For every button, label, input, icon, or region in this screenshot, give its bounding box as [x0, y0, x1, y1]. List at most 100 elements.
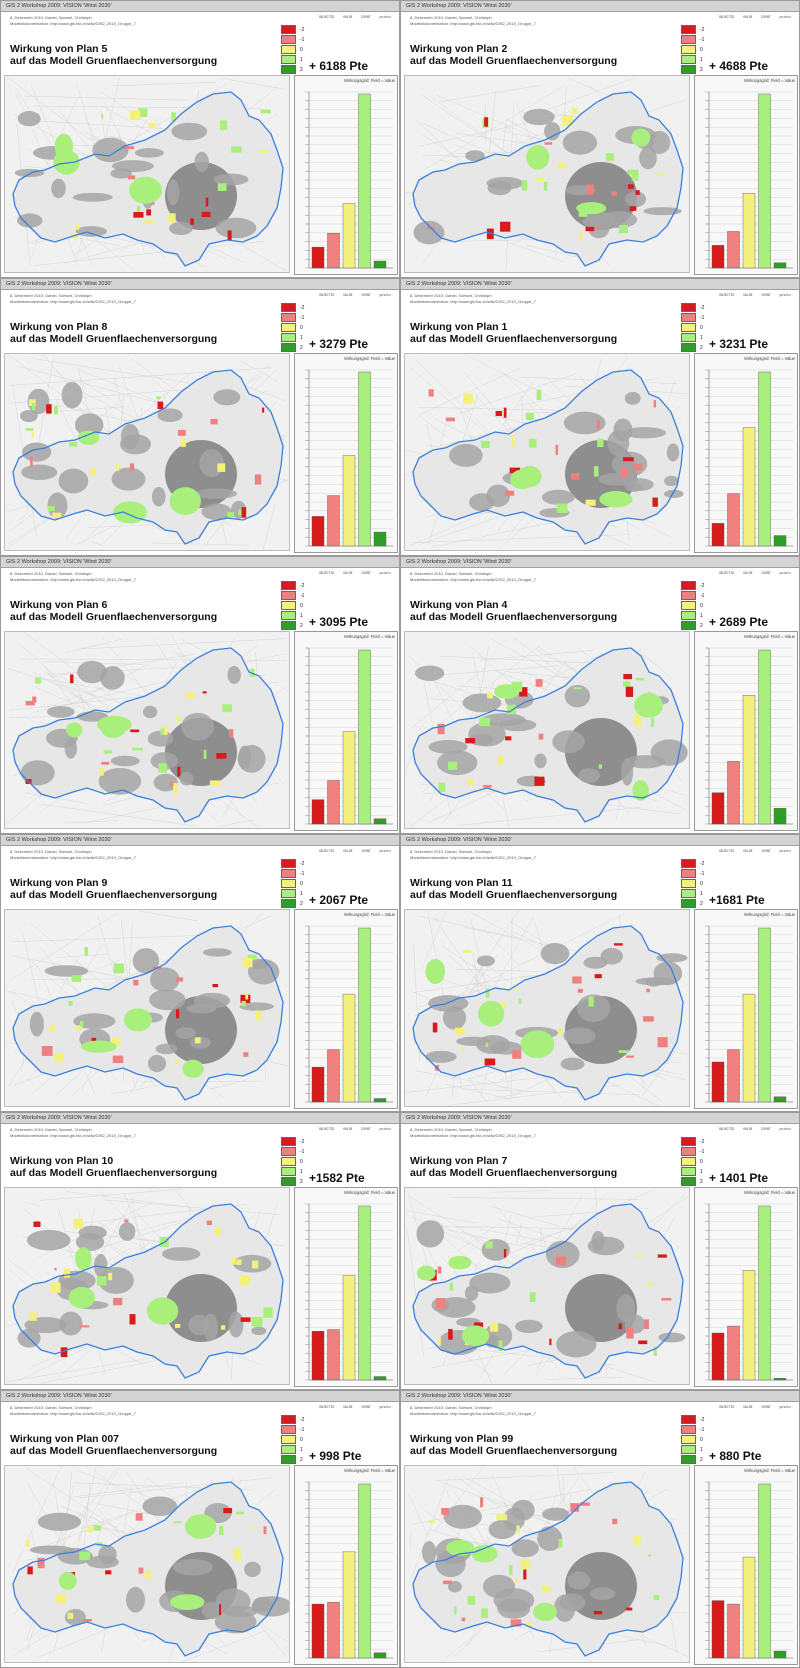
panel-authors: 8. Dezember 2010, Daniel, Samuel, Christ… [10, 849, 92, 854]
street-line [100, 105, 150, 133]
built-area [656, 953, 688, 963]
impact-patch [443, 1580, 453, 1585]
impact-patch [588, 996, 594, 1007]
stats-header-cell: COUNT [361, 571, 371, 575]
map-area [4, 909, 290, 1107]
impact-patch [573, 687, 582, 690]
bar-1 [758, 927, 771, 1103]
panel-authors: 8. Dezember 2010, Daniel, Samuel, Christ… [10, 1405, 92, 1410]
impact-patch [129, 1314, 136, 1325]
impact-patch [627, 169, 639, 175]
street-line [25, 1201, 41, 1208]
impact-patch [108, 1272, 113, 1281]
impact-patch [209, 780, 221, 787]
impact-patch [497, 755, 505, 765]
panel-authors: 8. Dezember 2010, Daniel, Samuel, Christ… [410, 849, 492, 854]
legend-item: -2 [281, 581, 304, 590]
panel-authors: 8. Dezember 2010, Daniel, Samuel, Christ… [410, 571, 492, 576]
impact-patch [596, 227, 599, 230]
plan-title-line2: auf das Modell Gruenflaechenversorgung [10, 889, 218, 901]
impact-patch [657, 1037, 668, 1048]
legend-item: 2 [681, 343, 704, 352]
built-area [564, 684, 591, 708]
impact-patch [461, 1617, 466, 1622]
impact-patch [241, 507, 247, 518]
street-line [79, 378, 127, 410]
legend-swatch [281, 303, 296, 312]
bar-0 [342, 1551, 356, 1659]
bar-2 [773, 808, 787, 825]
impact-patch [634, 722, 642, 727]
impact-patch [212, 984, 218, 988]
impact-patch [25, 700, 35, 706]
legend-label: -2 [700, 1416, 705, 1423]
impact-patch [68, 1000, 73, 1006]
impact-patch [633, 1534, 641, 1546]
stats-header-cell: VALUE [742, 15, 753, 19]
impact-patch [618, 1050, 629, 1054]
legend-item: -1 [681, 313, 704, 322]
impact-patch [34, 677, 42, 684]
legend-label: 2 [300, 344, 303, 351]
built-area [251, 1326, 267, 1336]
map-svg [12, 1466, 289, 1662]
built-area [247, 959, 280, 985]
impact-patch [171, 112, 176, 122]
legend-label: 0 [300, 602, 303, 609]
impact-patch [633, 714, 641, 724]
built-area [624, 391, 641, 405]
built-area [624, 482, 644, 492]
impact-patch [74, 1025, 83, 1030]
impact-patch [653, 1346, 657, 1356]
impact-patch [206, 1220, 212, 1226]
legend: -2 -1 0 1 2 [681, 303, 704, 353]
panel-header: GIS 2 Workshop 2009: VISION 'Wirst 2030' [1, 279, 399, 290]
impact-chart: Wirkungsgrid: Field = Value [294, 75, 398, 275]
impact-patch [105, 1570, 112, 1575]
green-patch [634, 693, 663, 718]
impact-patch [611, 191, 617, 196]
total-points: +1582 Pte [309, 1171, 365, 1185]
legend-item: -2 [281, 303, 304, 312]
impact-patch [148, 123, 156, 129]
panel-authors: 8. Dezember 2010, Daniel, Samuel, Christ… [410, 1405, 492, 1410]
street-line [642, 1044, 681, 1097]
impact-patch [626, 1327, 634, 1339]
impact-patch [428, 389, 434, 397]
plan-title-line1: Wirkung von Plan 11 [410, 877, 513, 889]
stats-table: OBJECTID VALUE COUNT points [319, 571, 391, 575]
street-line [492, 1190, 551, 1193]
impact-patch [112, 1055, 124, 1064]
map-svg [405, 910, 688, 1106]
built-area [213, 389, 241, 406]
panel-doc-link: Modelldokumentation: http://www.gis.hsr.… [410, 21, 536, 26]
total-points: + 3279 Pte [309, 337, 369, 351]
bar-1 [758, 649, 771, 825]
stats-header-row: OBJECTID VALUE COUNT points [719, 293, 791, 297]
built-area [611, 451, 648, 477]
street-line [419, 915, 518, 938]
bar-2 [773, 535, 787, 547]
panel-header: GIS 2 Workshop 2009: VISION 'Wirst 2030' [1, 557, 399, 568]
stats-header-cell: COUNT [761, 849, 771, 853]
stats-header-cell: OBJECTID [719, 15, 735, 19]
built-area [666, 443, 680, 462]
built-area [664, 475, 679, 487]
legend-item: -1 [681, 1147, 704, 1156]
legend-label: 2 [300, 1456, 303, 1463]
impact-patch [176, 977, 184, 982]
stats-header-cell: OBJECTID [719, 1127, 735, 1131]
legend-label: 1 [300, 56, 303, 63]
impact-patch [585, 499, 596, 506]
legend-swatch [281, 1167, 296, 1176]
bar--2 [711, 1600, 725, 1659]
green-patch [510, 469, 535, 490]
green-patch [66, 722, 83, 738]
bar-1 [358, 1483, 371, 1659]
street-line [221, 78, 284, 90]
street-line [480, 1065, 490, 1097]
built-area [488, 1520, 516, 1540]
bar--2 [711, 523, 725, 547]
built-area [456, 1036, 490, 1046]
stats-table: OBJECTID VALUE COUNT points [319, 1127, 391, 1131]
